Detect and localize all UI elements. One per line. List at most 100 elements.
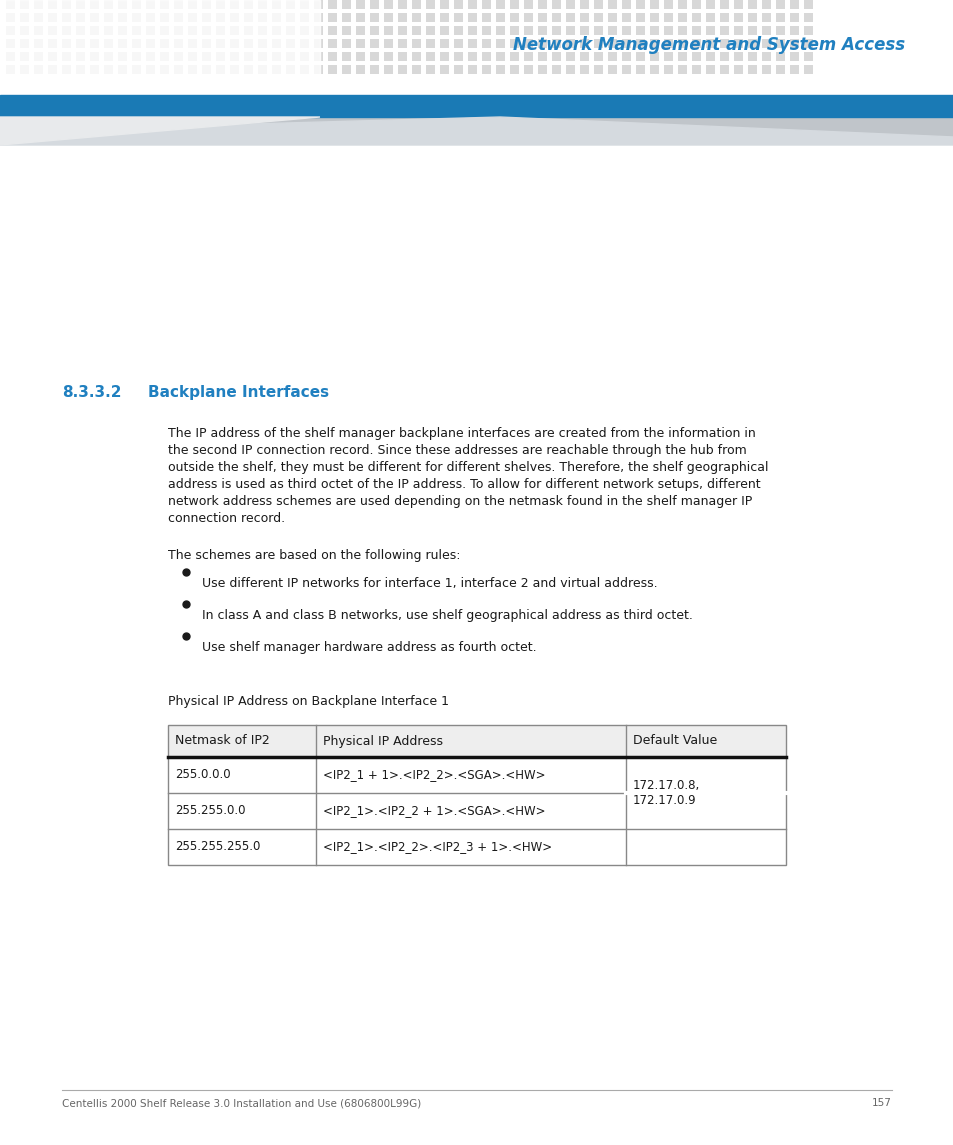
Bar	[0, 117, 953, 145]
Bar	[510, 39, 518, 48]
Bar	[454, 13, 462, 22]
Text: 172.17.0.8,: 172.17.0.8,	[633, 779, 700, 791]
Bar	[496, 39, 504, 48]
Bar	[6, 26, 15, 35]
Bar	[384, 65, 393, 74]
Bar	[48, 52, 57, 61]
Bar	[607, 52, 617, 61]
Bar	[761, 0, 770, 9]
Bar	[733, 39, 742, 48]
Text: 255.0.0.0: 255.0.0.0	[174, 768, 231, 782]
Bar	[439, 26, 449, 35]
Bar	[720, 65, 728, 74]
Bar	[62, 0, 71, 9]
Bar	[747, 13, 757, 22]
Bar	[789, 39, 799, 48]
Polygon shape	[0, 117, 319, 145]
Bar	[62, 39, 71, 48]
Bar	[537, 39, 546, 48]
Bar	[426, 0, 435, 9]
Bar	[412, 0, 420, 9]
Bar	[272, 39, 281, 48]
Bar	[341, 0, 351, 9]
Bar	[20, 26, 29, 35]
Bar	[496, 52, 504, 61]
Bar	[481, 52, 491, 61]
Bar	[76, 0, 85, 9]
Bar	[439, 65, 449, 74]
Bar	[803, 52, 812, 61]
Bar	[663, 52, 672, 61]
Bar	[299, 0, 309, 9]
Bar	[104, 13, 112, 22]
Bar	[636, 0, 644, 9]
Bar	[663, 0, 672, 9]
Bar	[412, 13, 420, 22]
Bar	[720, 39, 728, 48]
Bar	[468, 13, 476, 22]
Bar	[594, 26, 602, 35]
Bar	[594, 0, 602, 9]
Bar	[34, 39, 43, 48]
Bar	[439, 39, 449, 48]
Bar	[272, 26, 281, 35]
Bar	[691, 52, 700, 61]
Bar	[160, 26, 169, 35]
Bar	[649, 39, 659, 48]
Bar	[118, 0, 127, 9]
Bar	[341, 13, 351, 22]
Bar	[272, 52, 281, 61]
Bar	[565, 52, 575, 61]
Bar	[90, 39, 99, 48]
Bar	[439, 52, 449, 61]
Text: Backplane Interfaces: Backplane Interfaces	[148, 385, 329, 400]
Bar	[146, 65, 154, 74]
Bar	[678, 13, 686, 22]
Bar	[286, 65, 294, 74]
Bar	[720, 0, 728, 9]
Bar	[0, 0, 319, 95]
Text: 157: 157	[871, 1098, 891, 1108]
Bar	[244, 65, 253, 74]
Bar	[257, 65, 267, 74]
Bar	[481, 26, 491, 35]
Bar	[720, 52, 728, 61]
Bar	[523, 13, 533, 22]
Bar	[510, 0, 518, 9]
Bar	[789, 65, 799, 74]
Bar	[510, 52, 518, 61]
Bar	[537, 65, 546, 74]
Bar	[76, 13, 85, 22]
Bar	[118, 39, 127, 48]
Bar	[173, 0, 183, 9]
Bar	[621, 39, 630, 48]
Bar	[272, 13, 281, 22]
Text: the second IP connection record. Since these addresses are reachable through the: the second IP connection record. Since t…	[168, 444, 746, 457]
Bar	[775, 52, 784, 61]
Bar	[636, 26, 644, 35]
Text: Use different IP networks for interface 1, interface 2 and virtual address.: Use different IP networks for interface …	[202, 577, 657, 590]
Bar	[621, 65, 630, 74]
Bar	[230, 65, 239, 74]
Bar	[272, 65, 281, 74]
Bar	[20, 0, 29, 9]
Bar	[412, 52, 420, 61]
Text: <IP2_1>.<IP2_2>.<IP2_3 + 1>.<HW>: <IP2_1>.<IP2_2>.<IP2_3 + 1>.<HW>	[323, 840, 552, 853]
Bar	[789, 13, 799, 22]
Bar	[384, 26, 393, 35]
Bar	[76, 65, 85, 74]
Bar	[775, 39, 784, 48]
Bar	[104, 52, 112, 61]
Bar	[649, 52, 659, 61]
Bar	[328, 65, 336, 74]
Bar	[48, 26, 57, 35]
Bar	[146, 52, 154, 61]
Bar	[160, 0, 169, 9]
Bar	[355, 52, 365, 61]
Bar	[537, 52, 546, 61]
Bar	[132, 39, 141, 48]
Bar	[314, 13, 323, 22]
Bar	[775, 0, 784, 9]
Bar	[202, 39, 211, 48]
Bar	[118, 52, 127, 61]
